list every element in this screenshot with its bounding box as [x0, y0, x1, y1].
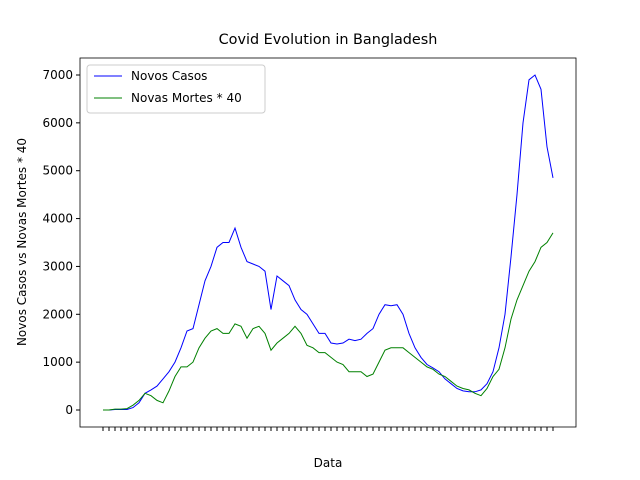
chart-title: Covid Evolution in Bangladesh [219, 32, 438, 48]
legend-box [86, 64, 266, 114]
y-tick-label: 0 [65, 403, 73, 417]
series-line [103, 74, 554, 411]
y-tick-label: 6000 [42, 116, 73, 130]
series-line [103, 232, 554, 411]
y-tick-label: 7000 [42, 68, 73, 82]
y-tick-label: 5000 [42, 164, 73, 178]
y-axis-label: Novos Casos vs Novas Mortes * 40 [15, 138, 29, 346]
y-tick-label: 4000 [42, 212, 73, 226]
y-tick-label: 2000 [42, 307, 73, 321]
legend-label: Novas Mortes * 40 [131, 91, 242, 105]
x-axis-label: Data [314, 456, 343, 470]
y-tick-label: 1000 [42, 355, 73, 369]
plot-frame [79, 57, 577, 428]
legend-label: Novos Casos [131, 69, 207, 83]
y-tick-label: 3000 [42, 259, 73, 273]
legend: Novos Casos Novas Mortes * 40 [86, 64, 266, 114]
